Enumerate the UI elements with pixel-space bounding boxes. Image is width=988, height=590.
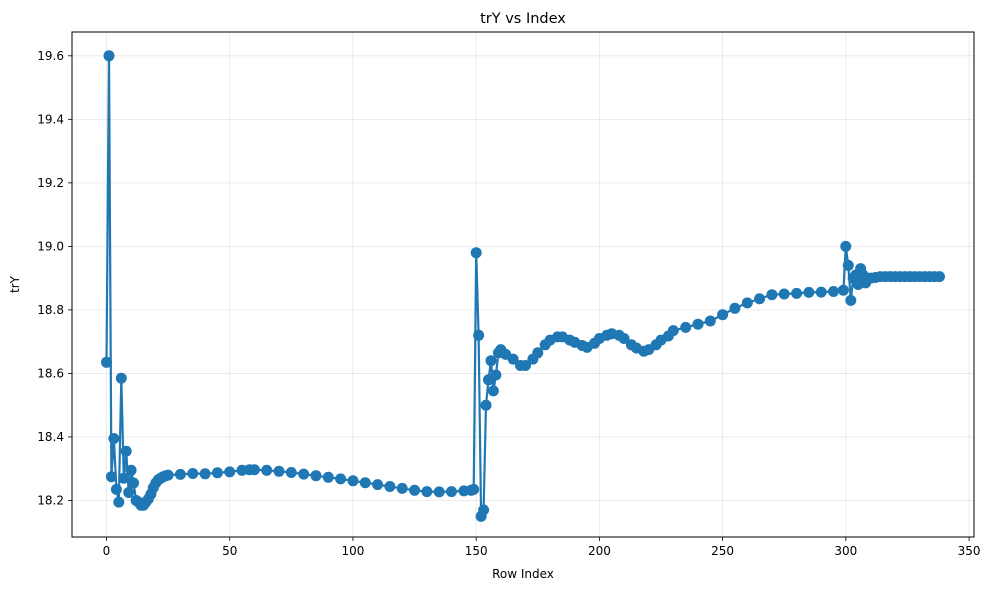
data-point (842, 259, 854, 271)
data-point (110, 483, 122, 495)
gridlines (72, 32, 974, 537)
data-point (704, 315, 716, 327)
data-point (815, 286, 827, 298)
data-point (359, 477, 371, 489)
y-axis-ticks: 18.2 18.4 18.6 18.8 19.0 19.2 19.4 19.6 (37, 49, 72, 507)
data-point (123, 487, 135, 498)
data-point (421, 486, 433, 498)
data-point (480, 399, 492, 411)
data-point (532, 347, 544, 359)
y-tick-label: 18.4 (37, 430, 64, 444)
data-point (468, 483, 480, 495)
data-point (791, 287, 803, 299)
data-point (118, 472, 130, 484)
data-point (103, 50, 115, 62)
data-point (322, 471, 334, 483)
data-point (211, 467, 223, 479)
data-point (729, 302, 741, 314)
x-tick-label: 300 (834, 544, 857, 558)
data-point (298, 468, 310, 480)
data-point (310, 470, 322, 482)
data-point (766, 289, 778, 301)
data-point (285, 467, 297, 478)
data-point (396, 482, 408, 494)
data-point (224, 466, 236, 478)
data-point (384, 481, 396, 492)
data-point (837, 284, 849, 296)
x-axis-ticks: 0 50 100 150 200 250 300 350 (103, 537, 981, 558)
x-tick-label: 250 (711, 544, 734, 558)
y-tick-label: 18.8 (37, 303, 64, 317)
data-point (113, 496, 125, 508)
data-point (187, 468, 199, 479)
y-tick-label: 18.2 (37, 493, 64, 507)
data-point (717, 309, 729, 321)
data-point (273, 465, 285, 477)
data-point (487, 385, 499, 397)
data-point (347, 475, 359, 487)
data-point (433, 486, 445, 498)
x-tick-label: 50 (222, 544, 237, 558)
data-point (105, 471, 117, 483)
data-point (485, 355, 497, 367)
data-point (409, 484, 421, 496)
data-point (845, 294, 857, 306)
data-point (248, 464, 260, 476)
data-point (115, 372, 127, 384)
chart-title: trY vs Index (480, 11, 566, 27)
plot-frame (71, 31, 975, 538)
data-point (934, 271, 945, 283)
x-tick-label: 350 (958, 544, 981, 558)
data-point (490, 369, 502, 381)
data-point (478, 504, 490, 516)
data-point (125, 464, 137, 476)
data-point (507, 353, 519, 365)
data-point (667, 325, 679, 337)
data-markers (101, 50, 945, 522)
data-point (840, 240, 852, 252)
data-point (101, 356, 112, 368)
x-tick-label: 200 (588, 544, 611, 558)
data-point (741, 297, 753, 309)
data-point (335, 473, 347, 485)
plot-area (72, 32, 974, 537)
y-tick-label: 19.4 (37, 112, 64, 126)
data-point (618, 333, 630, 344)
y-axis-title: trY (8, 275, 22, 293)
data-point (473, 329, 485, 341)
data-point (120, 445, 132, 457)
data-point (754, 293, 766, 305)
x-axis-title: Row Index (492, 567, 554, 581)
data-point (828, 286, 839, 297)
data-point (778, 288, 790, 300)
data-point (803, 286, 815, 298)
y-tick-label: 19.0 (37, 239, 64, 253)
data-point (199, 468, 211, 480)
y-tick-label: 18.6 (37, 366, 64, 380)
data-point (128, 477, 140, 489)
x-tick-label: 0 (103, 544, 111, 558)
x-tick-label: 100 (341, 544, 364, 558)
data-point (680, 321, 692, 333)
data-point (692, 318, 704, 330)
data-point (470, 247, 482, 259)
data-point (174, 468, 186, 480)
x-tick-label: 150 (465, 544, 488, 558)
y-tick-label: 19.2 (37, 176, 64, 190)
data-point (372, 479, 384, 491)
data-point (446, 486, 457, 498)
data-point (162, 469, 174, 481)
y-tick-label: 19.6 (37, 49, 64, 63)
data-point (520, 360, 531, 371)
data-point (108, 433, 120, 444)
data-point (261, 464, 273, 476)
